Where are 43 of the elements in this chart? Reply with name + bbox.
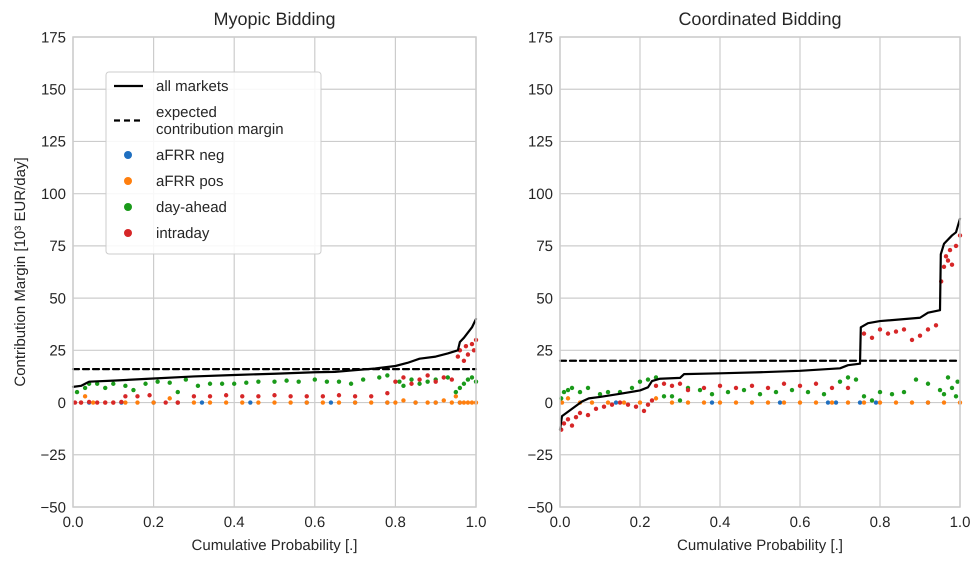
y-tick-label: 50	[49, 290, 66, 308]
x-tick-label: 0.0	[550, 514, 570, 531]
x-tick-label: 0.2	[630, 514, 650, 531]
x-axis-title: Cumulative Probability [.]	[677, 537, 843, 554]
x-axis-title: Cumulative Probability [.]	[192, 537, 358, 554]
x-tick-label: 0.8	[384, 514, 406, 531]
y-tick-label: 125	[40, 134, 66, 151]
legend-label: expected contribution margin	[156, 104, 284, 138]
y-tick-label: 100	[40, 186, 66, 203]
y-tick-label: 125	[528, 134, 553, 151]
legend-label: day-ahead	[156, 199, 227, 216]
y-tick-label: 25	[49, 342, 66, 360]
y-tick-label: −50	[40, 499, 66, 516]
y-tick-label: 175	[40, 29, 66, 46]
x-tick-label: 0.6	[304, 514, 326, 531]
x-tick-label: 0.2	[143, 514, 164, 531]
y-tick-label: −25	[528, 447, 553, 464]
chart-title: Myopic Bidding	[213, 9, 336, 29]
y-tick-label: 75	[536, 238, 553, 256]
x-tick-label: 0.0	[62, 514, 84, 531]
legend-label: aFRR neg	[156, 147, 224, 164]
y-tick-label: 75	[49, 238, 66, 256]
y-tick-label: −50	[528, 499, 553, 516]
x-tick-label: 0.8	[870, 514, 890, 531]
y-tick-label: 100	[528, 186, 553, 203]
y-tick-label: −25	[40, 447, 66, 464]
legend-label: aFRR pos	[156, 173, 224, 190]
x-tick-label: 0.4	[224, 514, 245, 531]
y-tick-label: 175	[528, 29, 553, 46]
x-tick-label: 0.4	[710, 514, 730, 531]
x-tick-label: 1.0	[466, 514, 486, 531]
y-tick-label: 150	[528, 81, 553, 98]
x-tick-label: 0.6	[790, 514, 810, 531]
y-axis-title: Contribution Margin [10³ EUR/day]	[12, 157, 29, 387]
y-tick-label: 0	[58, 394, 66, 412]
chart-title: Coordinated Bidding	[678, 9, 842, 29]
y-tick-label: 50	[536, 290, 553, 308]
legend-label: all markets	[156, 78, 229, 95]
y-tick-label: 0	[544, 394, 553, 412]
y-tick-label: 25	[536, 342, 553, 360]
legend-label: intraday	[156, 225, 210, 242]
y-tick-label: 150	[40, 81, 66, 98]
x-tick-label: 1.0	[950, 514, 970, 531]
